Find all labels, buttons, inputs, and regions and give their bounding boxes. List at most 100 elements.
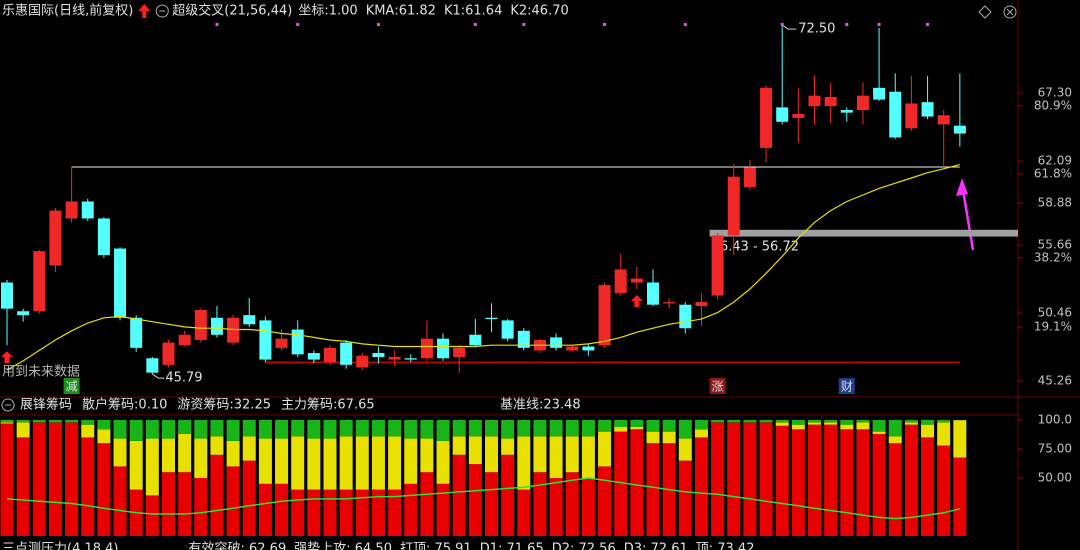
stack-segment: [258, 483, 272, 536]
fib-tick-label: 61.8%: [1034, 167, 1072, 181]
header-text: :: [394, 4, 398, 19]
stack-segment: [194, 438, 208, 479]
stack-segment: [824, 424, 838, 536]
candle-body: [420, 338, 433, 359]
candle-body: [388, 356, 401, 360]
trough-label: 45.79: [165, 371, 202, 386]
stack-segment: [921, 424, 935, 438]
stack-segment: [872, 433, 886, 536]
candle-body: [776, 107, 789, 122]
stack-segment: [565, 436, 579, 473]
candle-body: [49, 210, 62, 266]
stack-segment: [145, 438, 159, 496]
stack-segment: [840, 420, 854, 425]
signal-dot: [780, 23, 784, 26]
footer-text: 顶: 73.42: [696, 542, 755, 550]
event-box: [838, 378, 855, 394]
candle-body: [614, 269, 627, 293]
stack-segment: [775, 425, 789, 536]
stack-segment: [355, 420, 369, 437]
stack-segment: [921, 437, 935, 536]
stack-segment: [452, 420, 466, 437]
stack-segment: [436, 420, 450, 441]
header-text: :: [461, 4, 465, 19]
stack-segment: [65, 420, 79, 423]
header-text: K1: [444, 4, 461, 19]
stack-segment: [0, 420, 14, 423]
candle-body: [162, 342, 175, 365]
candle-body: [856, 95, 869, 111]
candle-body: [307, 353, 320, 360]
legend-text: 基准线: [500, 398, 539, 413]
stack-segment: [226, 466, 240, 536]
stack-segment: [97, 443, 111, 536]
stack-segment: [97, 429, 111, 444]
stack-segment: [517, 489, 531, 536]
stack-segment: [162, 438, 175, 473]
fib-tick-label: 19.1%: [1034, 320, 1072, 334]
stack-segment: [921, 420, 935, 425]
peak-pointer: [781, 24, 797, 30]
candle-body: [97, 218, 110, 256]
stack-segment: [388, 436, 402, 490]
stack-segment: [242, 420, 256, 437]
y-tick-label: 67.30: [1038, 86, 1072, 100]
candle-body: [453, 347, 466, 357]
close-icon-cross: [1006, 8, 1014, 16]
stack-segment: [791, 429, 805, 536]
stack-segment: [226, 440, 240, 467]
signal-dot: [376, 23, 380, 26]
stack-segment: [856, 429, 870, 536]
stack-segment: [0, 423, 14, 536]
stack-segment: [824, 422, 838, 425]
stack-segment: [291, 489, 305, 536]
stack-segment: [420, 438, 434, 473]
stack-segment: [485, 472, 498, 536]
candle-body: [517, 330, 530, 348]
stack-segment: [694, 429, 708, 438]
header-text: 1.00: [329, 4, 358, 19]
candle-body: [792, 113, 805, 118]
stack-segment: [808, 422, 821, 425]
header-text: 61.82: [399, 4, 436, 19]
candle-body: [647, 282, 659, 305]
signal-dot: [522, 23, 526, 26]
candle-body: [921, 102, 934, 117]
signal-dot: [473, 23, 477, 26]
footer-text: D1: 71.65: [480, 542, 544, 550]
candle-body: [259, 320, 272, 360]
stack-segment: [291, 436, 305, 490]
event-box: [709, 378, 726, 394]
diamond-icon[interactable]: [978, 5, 992, 19]
stack-segment: [178, 472, 192, 536]
stack-segment: [791, 424, 805, 430]
stack-segment: [533, 436, 547, 473]
stack-segment: [194, 420, 208, 439]
stack-segment: [614, 426, 628, 432]
stack-segment: [388, 420, 402, 437]
close-icon[interactable]: [1003, 5, 1017, 19]
stack-segment: [840, 424, 854, 430]
stack-segment: [129, 440, 143, 490]
stack-segment: [113, 420, 127, 439]
candle-body: [146, 358, 159, 373]
header-collapse-icon[interactable]: [155, 4, 169, 18]
header-up-arrow: [138, 4, 151, 18]
stack-segment: [145, 420, 159, 439]
candle-body: [210, 317, 223, 335]
candle-body: [679, 304, 692, 329]
y-tick-label: 50.46: [1038, 306, 1072, 320]
stack-segment: [275, 483, 289, 536]
candle-body: [566, 346, 579, 351]
candle-body: [275, 338, 288, 348]
stack-segment: [436, 440, 450, 484]
stack-segment: [581, 478, 595, 536]
stack-segment: [727, 420, 741, 423]
collapse-icon[interactable]: [1, 398, 15, 412]
header-text: 超级交叉(21,56,44): [172, 3, 292, 19]
stack-segment: [888, 436, 902, 444]
stack-segment: [517, 420, 531, 437]
stack-segment: [662, 420, 676, 432]
event-label: 财: [841, 380, 853, 394]
candle-body: [178, 334, 191, 346]
